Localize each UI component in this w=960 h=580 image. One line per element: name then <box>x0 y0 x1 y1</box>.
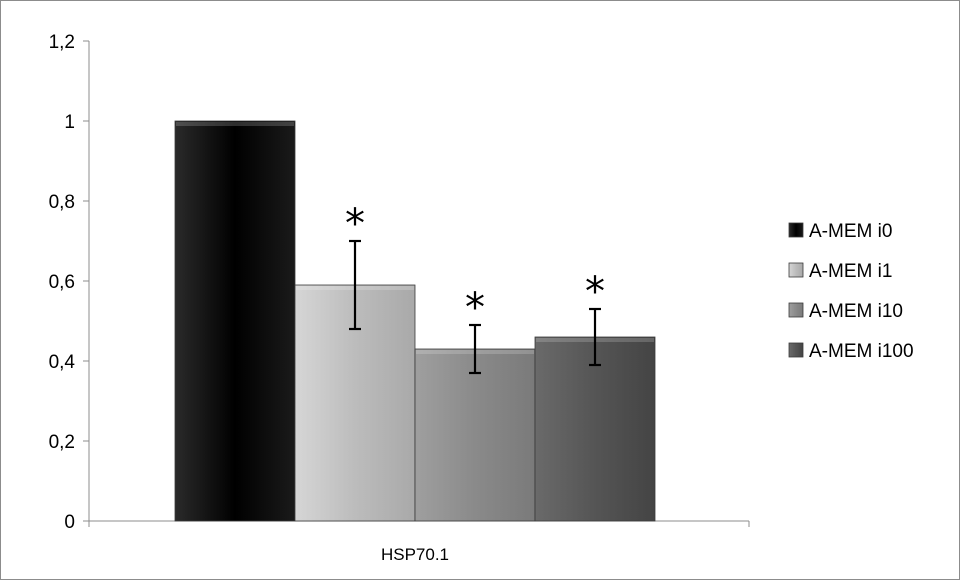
y-tick-label: 1,2 <box>49 32 75 53</box>
bar-bevel <box>176 122 294 126</box>
y-tick-label: 0,6 <box>49 272 75 293</box>
significance-asterisk: * <box>345 201 365 247</box>
significance-asterisk: * <box>585 269 605 315</box>
bar-a-mem-i10 <box>414 348 536 522</box>
legend-label: A-MEM i0 <box>809 221 892 242</box>
legend-swatch <box>788 262 804 278</box>
legend-swatch <box>788 342 804 358</box>
legend-swatch <box>788 222 804 238</box>
significance-asterisk: * <box>465 285 485 331</box>
y-tick-label: 1 <box>64 112 75 133</box>
legend-label: A-MEM i1 <box>809 261 892 282</box>
legend-swatch <box>788 302 804 318</box>
x-category-label: HSP70.1 <box>381 545 449 564</box>
y-tick-label: 0,4 <box>49 352 76 373</box>
bar-a-mem-i100 <box>534 336 656 522</box>
y-tick-label: 0,8 <box>49 192 75 213</box>
y-tick-label: 0 <box>64 512 75 533</box>
y-tick-label: 0,2 <box>49 432 75 453</box>
legend-label: A-MEM i10 <box>809 301 903 322</box>
bar-a-mem-i0 <box>174 120 296 522</box>
legend-label: A-MEM i100 <box>809 341 914 362</box>
